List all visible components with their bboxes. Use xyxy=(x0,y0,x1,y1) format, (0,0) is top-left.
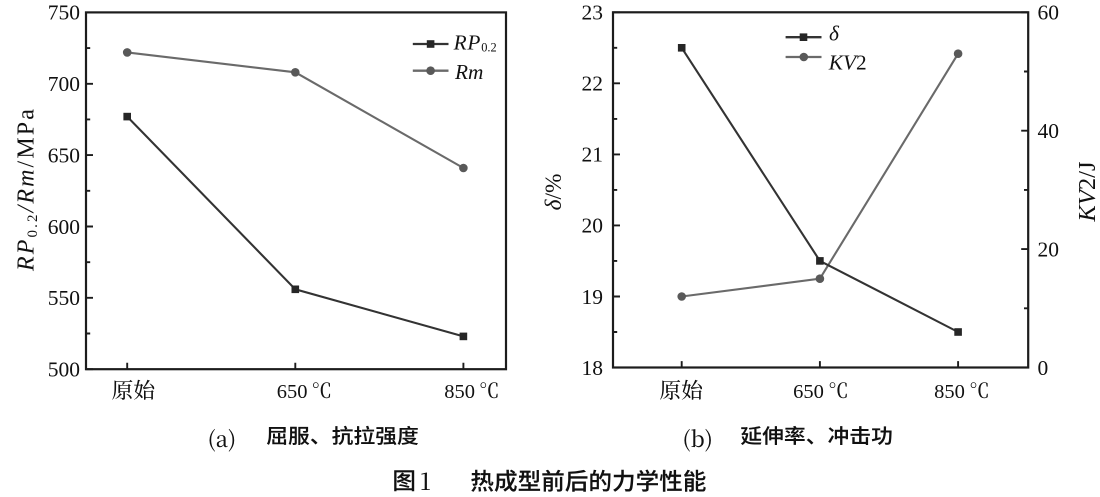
svg-text:δ: δ xyxy=(829,22,840,46)
svg-text:60: 60 xyxy=(1038,1,1060,25)
svg-text:23: 23 xyxy=(582,1,604,25)
svg-text:21: 21 xyxy=(582,143,604,167)
svg-text:22: 22 xyxy=(582,72,604,96)
svg-text:600: 600 xyxy=(48,215,80,239)
svg-text:700: 700 xyxy=(48,72,80,96)
svg-text:850: 850 xyxy=(934,381,965,403)
svg-text:Rm: Rm xyxy=(454,60,483,84)
svg-text:20: 20 xyxy=(582,214,604,238)
svg-text:850: 850 xyxy=(444,381,475,403)
svg-text:650: 650 xyxy=(277,381,308,403)
svg-text:δ/%: δ/% xyxy=(541,174,567,211)
svg-text:650: 650 xyxy=(48,143,80,167)
svg-text:750: 750 xyxy=(48,1,80,25)
svg-text:550: 550 xyxy=(48,286,80,310)
svg-text:40: 40 xyxy=(1038,119,1060,143)
svg-text:19: 19 xyxy=(582,285,604,309)
svg-text:18: 18 xyxy=(582,356,604,380)
svg-text:KV2: KV2 xyxy=(828,51,867,75)
svg-text:500: 500 xyxy=(48,358,80,382)
svg-text:0: 0 xyxy=(1038,356,1049,380)
svg-text:RP0.2/Rm/MPa: RP0.2/Rm/MPa xyxy=(14,107,41,272)
svg-text:RP0.2: RP0.2 xyxy=(453,31,497,55)
svg-text:20: 20 xyxy=(1038,237,1060,261)
svg-text:650: 650 xyxy=(793,381,824,403)
svg-text:KV2/J: KV2/J xyxy=(1074,161,1100,223)
